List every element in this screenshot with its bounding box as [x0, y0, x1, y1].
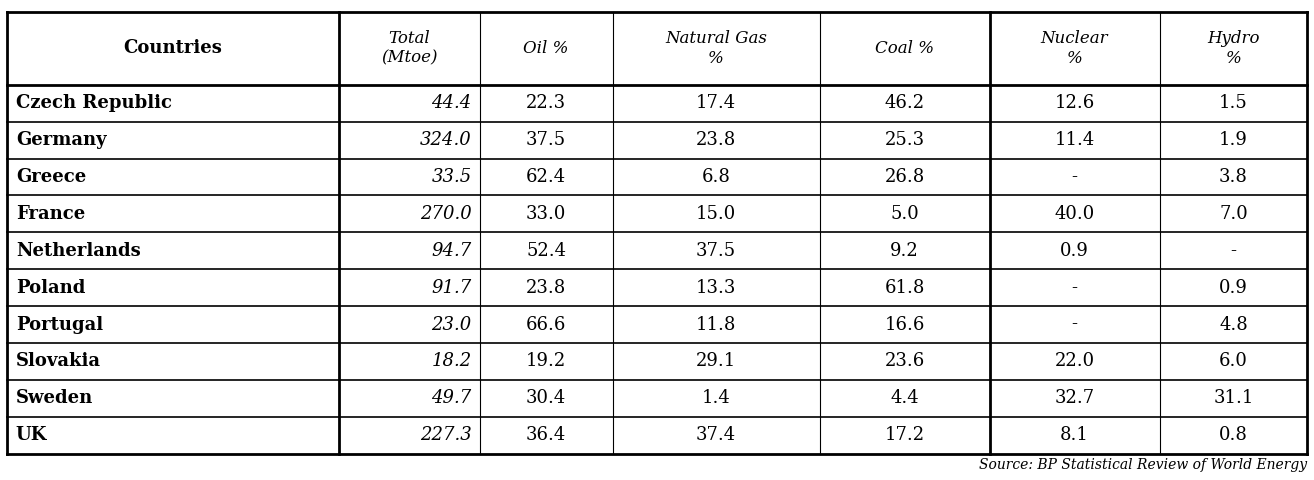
Text: 26.8: 26.8 [884, 168, 925, 186]
Text: 32.7: 32.7 [1055, 389, 1095, 408]
Text: Countries: Countries [124, 39, 222, 58]
Text: -: - [1072, 168, 1077, 186]
Text: 17.4: 17.4 [696, 94, 736, 112]
Text: Sweden: Sweden [16, 389, 93, 408]
Text: Poland: Poland [16, 279, 85, 297]
Text: 46.2: 46.2 [884, 94, 925, 112]
Text: 17.2: 17.2 [884, 426, 925, 444]
Text: 61.8: 61.8 [884, 279, 925, 297]
Text: 33.5: 33.5 [431, 168, 472, 186]
Text: 29.1: 29.1 [696, 352, 736, 371]
Text: 18.2: 18.2 [431, 352, 472, 371]
Text: 52.4: 52.4 [526, 242, 566, 260]
Text: 37.5: 37.5 [696, 242, 736, 260]
Text: 91.7: 91.7 [431, 279, 472, 297]
Text: 6.0: 6.0 [1219, 352, 1248, 371]
Text: -: - [1072, 279, 1077, 297]
Text: Nuclear
%: Nuclear % [1041, 30, 1109, 67]
Text: 37.4: 37.4 [696, 426, 736, 444]
Text: France: France [16, 205, 85, 223]
Text: Germany: Germany [16, 131, 106, 149]
Text: Coal %: Coal % [875, 40, 934, 57]
Text: Czech Republic: Czech Republic [16, 94, 172, 112]
Text: 23.6: 23.6 [884, 352, 925, 371]
Text: Source: BP Statistical Review of World Energy: Source: BP Statistical Review of World E… [979, 458, 1307, 472]
Text: 44.4: 44.4 [431, 94, 472, 112]
Text: 37.5: 37.5 [526, 131, 566, 149]
Text: 0.9: 0.9 [1060, 242, 1089, 260]
Text: Portugal: Portugal [16, 315, 102, 334]
Text: 7.0: 7.0 [1219, 205, 1248, 223]
Text: 22.3: 22.3 [526, 94, 566, 112]
Text: 62.4: 62.4 [526, 168, 566, 186]
Text: 324.0: 324.0 [420, 131, 472, 149]
Text: 23.8: 23.8 [696, 131, 736, 149]
Text: 23.8: 23.8 [526, 279, 566, 297]
Text: Natural Gas
%: Natural Gas % [665, 30, 767, 67]
Text: UK: UK [16, 426, 47, 444]
Text: 31.1: 31.1 [1213, 389, 1254, 408]
Text: 15.0: 15.0 [696, 205, 736, 223]
Text: 66.6: 66.6 [526, 315, 566, 334]
Text: 9.2: 9.2 [890, 242, 918, 260]
Text: Hydro
%: Hydro % [1208, 30, 1260, 67]
Text: 4.4: 4.4 [891, 389, 918, 408]
Text: 4.8: 4.8 [1219, 315, 1248, 334]
Text: 12.6: 12.6 [1054, 94, 1095, 112]
Text: 23.0: 23.0 [431, 315, 472, 334]
Text: Total
(Mtoe): Total (Mtoe) [381, 30, 438, 67]
Text: 33.0: 33.0 [526, 205, 566, 223]
Text: 11.4: 11.4 [1054, 131, 1095, 149]
Text: -: - [1072, 315, 1077, 334]
Text: Netherlands: Netherlands [16, 242, 141, 260]
Text: 36.4: 36.4 [526, 426, 566, 444]
Text: 40.0: 40.0 [1054, 205, 1095, 223]
Text: Slovakia: Slovakia [16, 352, 101, 371]
Text: 1.9: 1.9 [1219, 131, 1248, 149]
Text: 19.2: 19.2 [526, 352, 566, 371]
Text: 30.4: 30.4 [526, 389, 566, 408]
Text: 8.1: 8.1 [1060, 426, 1089, 444]
Text: 6.8: 6.8 [702, 168, 731, 186]
Text: 25.3: 25.3 [884, 131, 925, 149]
Text: 22.0: 22.0 [1055, 352, 1095, 371]
Text: 270.0: 270.0 [420, 205, 472, 223]
Text: 11.8: 11.8 [696, 315, 736, 334]
Text: 1.4: 1.4 [702, 389, 731, 408]
Text: 49.7: 49.7 [431, 389, 472, 408]
Text: -: - [1230, 242, 1236, 260]
Text: 0.8: 0.8 [1219, 426, 1248, 444]
Text: 5.0: 5.0 [890, 205, 918, 223]
Text: 13.3: 13.3 [696, 279, 736, 297]
Text: 227.3: 227.3 [420, 426, 472, 444]
Text: 0.9: 0.9 [1219, 279, 1248, 297]
Text: 16.6: 16.6 [884, 315, 925, 334]
Text: Greece: Greece [16, 168, 85, 186]
Text: 1.5: 1.5 [1219, 94, 1248, 112]
Text: 94.7: 94.7 [431, 242, 472, 260]
Text: Oil %: Oil % [523, 40, 569, 57]
Text: 3.8: 3.8 [1219, 168, 1248, 186]
